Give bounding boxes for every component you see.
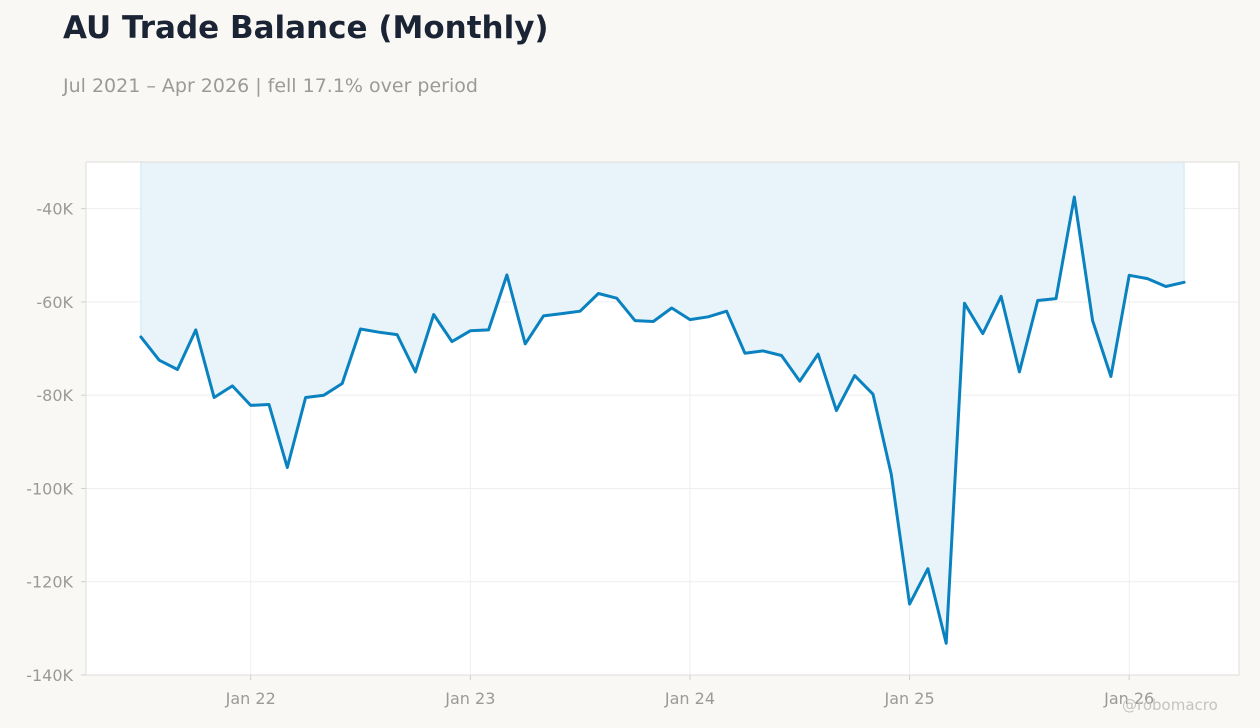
x-axis: Jan 22 Jan 23 Jan 24 Jan 25 Jan 26 xyxy=(225,675,1154,708)
y-tick-label: -40K xyxy=(36,200,73,219)
chart-subtitle: Jul 2021 – Apr 2026 | fell 17.1% over pe… xyxy=(63,75,478,97)
plot-border xyxy=(85,161,1240,676)
x-tick-label: Jan 25 xyxy=(884,689,935,708)
series-line xyxy=(139,195,1186,645)
y-tick-label: -100K xyxy=(26,479,73,498)
watermark: @robomacro xyxy=(1122,696,1218,714)
y-tick-label: -80K xyxy=(36,386,73,405)
x-tick-label: Jan 24 xyxy=(664,689,715,708)
y-axis: -40K -60K -80K -100K -120K -140K xyxy=(26,200,86,685)
y-tick-label: -140K xyxy=(26,666,73,685)
x-tick-label: Jan 26 xyxy=(1103,689,1154,708)
x-tick-label: Jan 22 xyxy=(225,689,276,708)
y-tick-label: -60K xyxy=(36,293,73,312)
x-tick-label: Jan 23 xyxy=(444,689,495,708)
chart-title: AU Trade Balance (Monthly) xyxy=(63,10,549,46)
y-tick-label: -120K xyxy=(26,573,73,592)
